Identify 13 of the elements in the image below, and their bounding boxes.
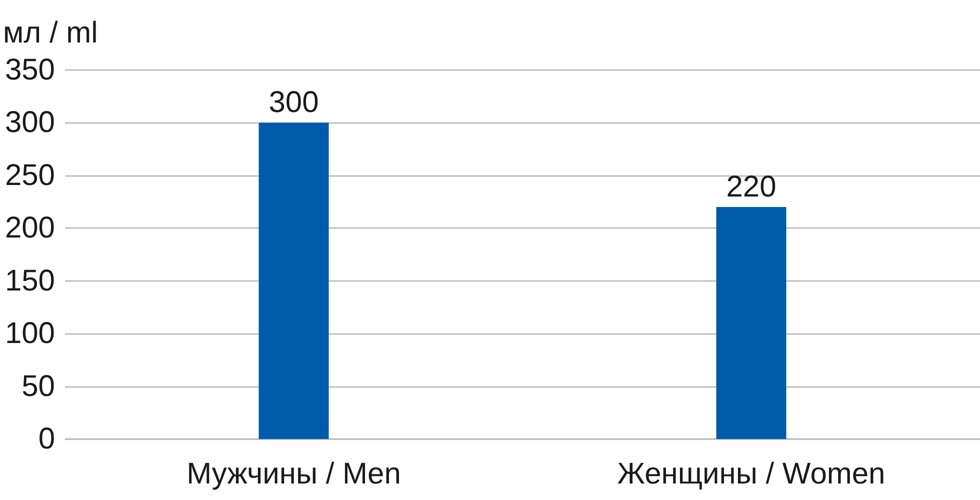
y-tick-label: 300 (4, 106, 55, 140)
x-tick-label: Мужчины / Men (186, 458, 401, 490)
data-label: 300 (268, 86, 319, 120)
y-tick-label: 100 (4, 317, 55, 350)
y-tick-label: 50 (22, 370, 55, 403)
data-label: 220 (726, 170, 776, 204)
y-axis-title: мл / ml (3, 16, 98, 50)
y-tick-label: 0 (38, 422, 55, 456)
y-tick-label: 250 (4, 158, 55, 192)
x-tick-label: Женщины / Women (617, 458, 886, 490)
y-tick-label: 200 (4, 212, 55, 245)
y-tick-label: 150 (4, 264, 55, 298)
y-tick-label: 350 (4, 54, 55, 86)
